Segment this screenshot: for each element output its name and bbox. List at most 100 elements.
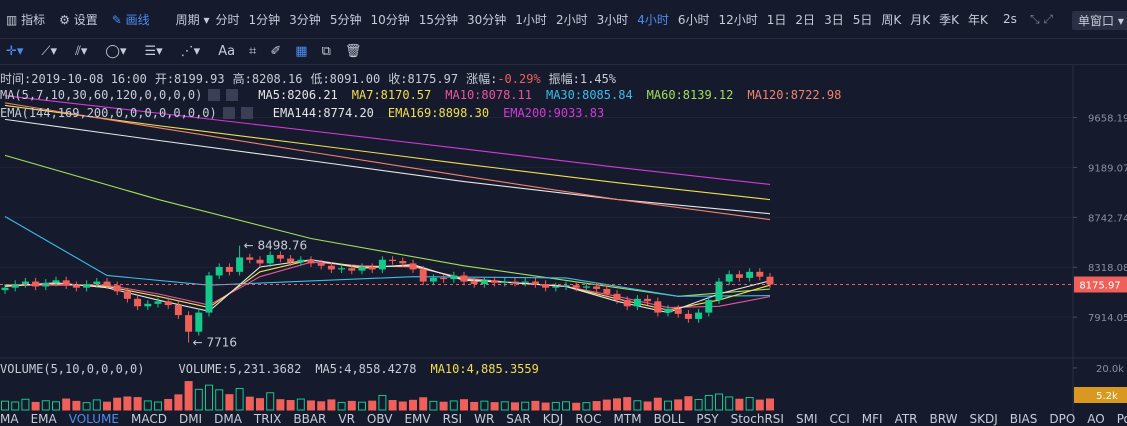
line-tool[interactable]: ⟋▾ (41, 44, 58, 59)
interval[interactable]: 分时 (215, 12, 240, 27)
indicator-tab[interactable]: MTM (613, 412, 642, 426)
interval[interactable]: 6小时 (677, 12, 710, 27)
interval[interactable]: 3分钟 (289, 12, 321, 27)
indicators[interactable]: ▥ 指标 (6, 12, 46, 27)
ma-settings[interactable] (208, 89, 221, 101)
pen-tool[interactable]: ✐ (270, 44, 282, 59)
candle-body (83, 284, 91, 288)
candle-body (287, 258, 295, 263)
text-tool[interactable]: Aa (218, 44, 236, 59)
volume-bar (500, 401, 509, 411)
interval[interactable]: 30分钟 (467, 12, 507, 27)
indicator-tab[interactable]: ATR (894, 412, 918, 426)
interval[interactable]: 15分钟 (418, 12, 459, 27)
indicator-tab[interactable]: ROC (575, 412, 602, 426)
price-tick-label: 8742.74 (1088, 213, 1127, 224)
candle-body (705, 300, 713, 313)
interval[interactable]: 5分钟 (329, 12, 362, 27)
fullscreen-icons[interactable]: ⤡ ⤢ (1030, 11, 1054, 26)
volume-bar (602, 399, 611, 411)
indicator-tab[interactable]: BIAS (1009, 412, 1038, 426)
indicator-tab[interactable]: WR (474, 412, 495, 426)
window-select[interactable]: 单窗口 ▾ (1072, 11, 1127, 30)
volume-bar (337, 401, 346, 411)
indicator-tab[interactable]: OBV (366, 412, 393, 426)
lock-tool[interactable]: ⧉ (321, 44, 331, 59)
volume-bar (551, 401, 560, 411)
interval[interactable]: 12小时 (718, 12, 758, 27)
interval[interactable]: 1分钟 (248, 12, 281, 27)
interval[interactable]: 月K (910, 12, 931, 27)
indicator-tab[interactable]: EMV (404, 412, 431, 426)
indicator-tab[interactable]: CCI (829, 412, 850, 426)
shape-tool[interactable]: ◯▾ (105, 44, 127, 59)
volume-bar (307, 400, 315, 411)
interval[interactable]: 5日 (852, 12, 873, 27)
candle-body (521, 281, 529, 283)
magnet-tool[interactable]: ▦ (295, 44, 308, 59)
interval[interactable]: 2小时 (555, 12, 588, 27)
indicator-tab[interactable]: DMA (214, 412, 242, 426)
refresh[interactable]: 2s (1003, 12, 1017, 26)
interval[interactable]: 4小时 (637, 12, 669, 27)
interval[interactable]: 1小时 (515, 12, 547, 27)
indicator-tab[interactable]: TRIX (253, 412, 282, 426)
indicator-line (4, 154, 771, 297)
wave-tool[interactable]: ⋰▾ (180, 44, 201, 59)
indicator-tab[interactable]: MFI (861, 412, 883, 426)
indicator-tab[interactable]: EMA (30, 412, 57, 426)
volume-bar (409, 399, 417, 411)
interval[interactable]: 3日 (824, 12, 844, 27)
ema-close[interactable] (240, 107, 253, 119)
indicator-tab[interactable]: AO (1087, 412, 1105, 426)
period[interactable]: 周期 ▾ (175, 12, 210, 27)
volume-bar (123, 396, 132, 411)
fib-tool[interactable]: ☰▾ (144, 44, 163, 59)
indicator-tab[interactable]: DMI (178, 412, 203, 426)
indicator-tab[interactable]: DPO (1049, 412, 1076, 426)
change-label: 涨幅: (466, 72, 498, 86)
indicator-tab[interactable]: VR (338, 412, 355, 426)
interval[interactable]: 3小时 (596, 12, 629, 27)
candle-body (654, 301, 662, 313)
delete-tool[interactable]: 🗑 (344, 44, 362, 59)
ma-close[interactable] (226, 89, 239, 101)
volume-bar (327, 399, 336, 411)
ruler-tool[interactable]: ⌗ (249, 44, 257, 59)
candle-body (644, 298, 652, 302)
interval[interactable]: 10分钟 (370, 12, 410, 27)
volume-bar (470, 401, 479, 411)
indicator-tab[interactable]: SMI (795, 412, 818, 426)
indicator-tab[interactable]: MACD (130, 412, 167, 426)
indicator-tab[interactable]: KDJ (542, 412, 564, 426)
volume-bar (388, 400, 397, 411)
settings[interactable]: ⚙ 设置 (59, 12, 98, 27)
candle-body (695, 312, 703, 319)
volume-bar (174, 394, 183, 411)
crosshair-tool[interactable]: ✛▾ (6, 44, 24, 59)
indicator-tab[interactable]: BRW (929, 412, 958, 426)
interval[interactable]: 2日 (795, 12, 816, 27)
indicator-tab[interactable]: Position (1116, 412, 1127, 426)
candle-body (715, 281, 723, 301)
candle-body (470, 281, 478, 285)
indicator-tab[interactable]: SAR (506, 412, 531, 426)
indicator-tab[interactable]: MA (0, 412, 19, 426)
interval[interactable]: 年K (967, 12, 988, 27)
ema-settings[interactable] (222, 107, 235, 119)
indicator-tab[interactable]: StochRSI (730, 412, 784, 426)
draw[interactable]: ✎ 画线 (111, 12, 150, 27)
candle-body (72, 285, 80, 288)
interval[interactable]: 1日 (766, 12, 787, 27)
indicator-tab[interactable]: RSI (442, 412, 463, 426)
indicator-tab[interactable]: SKDJ (969, 412, 998, 426)
interval[interactable]: 周K (881, 12, 902, 27)
indicator-tab[interactable]: PSY (696, 412, 719, 426)
ema-value: EMA169:8898.30 (387, 106, 490, 120)
interval[interactable]: 季K (939, 12, 959, 27)
indicator-tab[interactable]: VOLUME (68, 412, 119, 426)
indicator-tab[interactable]: BOLL (653, 412, 685, 426)
channel-tool[interactable]: ⫽▾ (75, 44, 88, 59)
indicator-tab[interactable]: BBAR (293, 412, 327, 426)
volume-tick-label: 20.0k (1096, 364, 1124, 375)
